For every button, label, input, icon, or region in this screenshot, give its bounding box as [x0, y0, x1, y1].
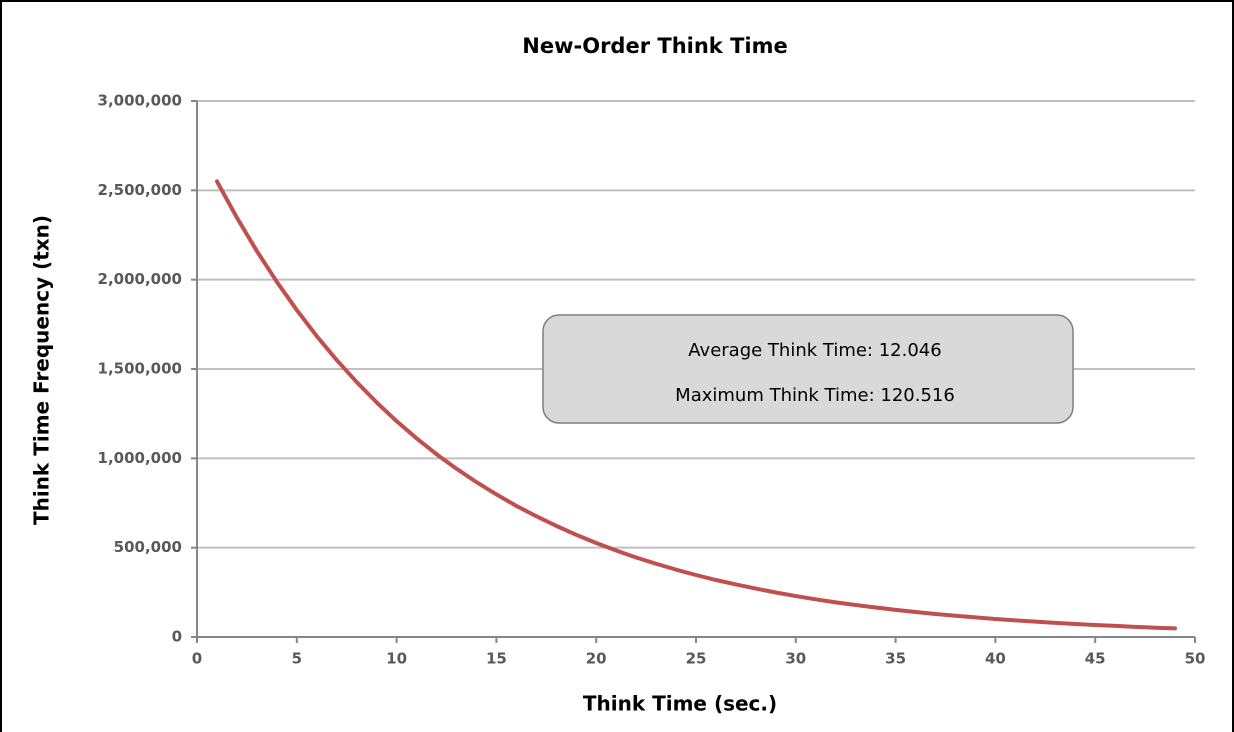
x-tick-label: 0 [192, 650, 202, 668]
chart-title: New-Order Think Time [522, 34, 787, 58]
y-tick-label: 2,000,000 [98, 270, 182, 288]
y-tick-label: 2,500,000 [98, 181, 182, 199]
x-tick-label: 25 [686, 650, 707, 668]
y-tick-label: 0 [172, 628, 182, 646]
y-tick-label: 1,500,000 [98, 360, 182, 378]
x-axis-title: Think Time (sec.) [583, 692, 777, 716]
y-tick-label: 500,000 [114, 538, 182, 556]
x-tick-label: 20 [586, 650, 607, 668]
data-line [214, 179, 1178, 631]
x-tick-label: 10 [386, 650, 407, 668]
x-tick-label: 5 [292, 650, 302, 668]
y-axis-title: Think Time Frequency (txn) [30, 215, 54, 525]
x-tick-label: 15 [486, 650, 507, 668]
annotation-box [542, 314, 1074, 424]
y-tick-label: 1,000,000 [98, 449, 182, 467]
x-tick-label: 50 [1185, 650, 1206, 668]
annotation-text: Maximum Think Time: 120.516 [675, 385, 955, 406]
x-tick-label: 35 [885, 650, 906, 668]
y-tick-label: 3,000,000 [98, 92, 182, 110]
x-tick-label: 40 [985, 650, 1006, 668]
annotation-text: Average Think Time: 12.046 [688, 340, 941, 361]
x-tick-label: 45 [1085, 650, 1106, 668]
x-tick-label: 30 [785, 650, 806, 668]
